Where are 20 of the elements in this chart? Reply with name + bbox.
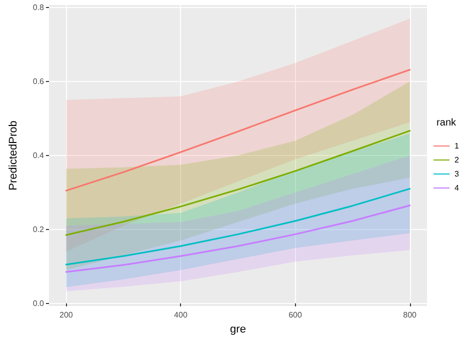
x-tick-label: 800: [403, 310, 418, 320]
legend-label: 1: [454, 142, 460, 150]
line-series: [65, 188, 411, 266]
legend-label: 2: [454, 156, 460, 164]
x-axis-title: gre: [230, 324, 246, 336]
x-tick-label: 200: [60, 310, 74, 320]
legend-label: 4: [454, 184, 460, 192]
legend-label: 3: [454, 170, 460, 178]
y-tick-label: 0.2: [32, 224, 45, 234]
line-series: [65, 68, 411, 192]
y-tick-label: 0.6: [32, 77, 45, 86]
y-tick-label: 0.0: [32, 298, 45, 308]
y-tick-label: 0.4: [32, 151, 45, 160]
line-series: [65, 204, 411, 273]
legend-title: rank: [436, 118, 457, 128]
line-series: [65, 130, 411, 236]
y-axis-title: PredictedProb: [8, 120, 20, 190]
x-tick-label: 400: [174, 310, 188, 320]
x-tick-label: 600: [288, 310, 302, 320]
y-tick-label: 0.8: [32, 3, 45, 12]
